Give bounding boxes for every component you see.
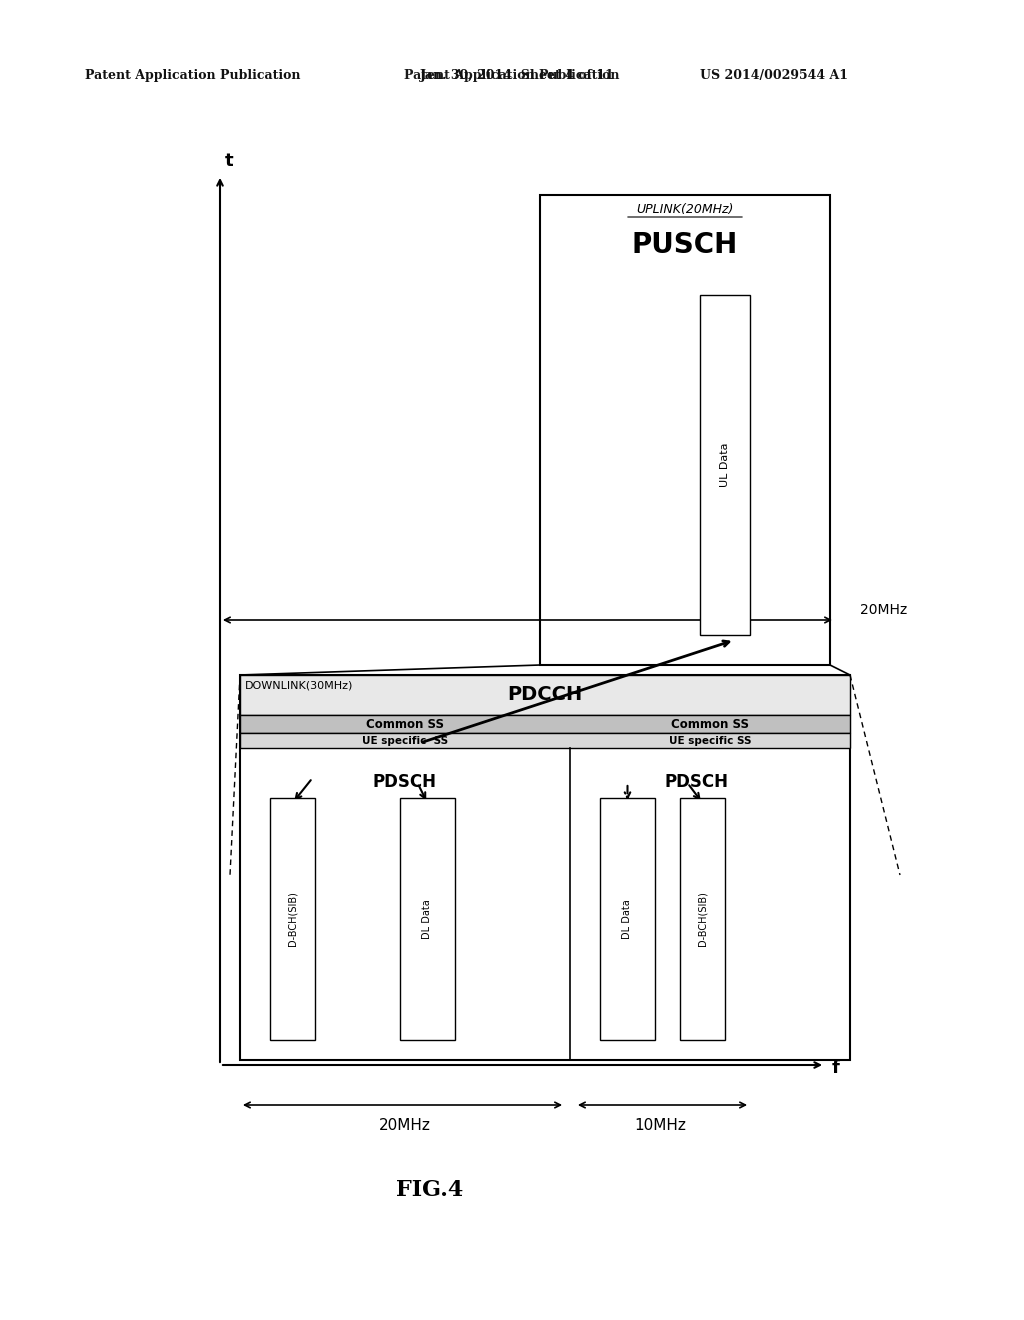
Text: 20MHz: 20MHz [379,1118,431,1133]
Text: PDSCH: PDSCH [373,774,437,791]
Bar [400,799,455,1040]
Text: Common SS: Common SS [366,718,444,730]
Text: D-BCH(SIB): D-BCH(SIB) [697,891,708,946]
Text: Common SS: Common SS [671,718,749,730]
Bar [699,294,750,635]
Text: Jan. 30, 2014  Sheet 4 of 11: Jan. 30, 2014 Sheet 4 of 11 [420,69,614,82]
Text: PDSCH: PDSCH [664,774,728,791]
Text: t: t [225,152,233,170]
Bar [540,195,830,665]
Text: DL Data: DL Data [423,899,432,939]
Bar [240,675,850,715]
Text: D-BCH(SIB): D-BCH(SIB) [288,891,298,946]
Bar [240,715,850,733]
Text: UE specific SS: UE specific SS [669,735,752,746]
Text: DL Data: DL Data [623,899,633,939]
Bar [240,733,850,748]
Text: Patent Application Publication: Patent Application Publication [85,69,300,82]
Text: US 2014/0029544 A1: US 2014/0029544 A1 [700,69,848,82]
Text: Patent Application Publication: Patent Application Publication [404,69,620,82]
Bar [270,799,315,1040]
Text: 20MHz: 20MHz [860,603,907,616]
Text: FIG.4: FIG.4 [396,1179,464,1201]
Text: 10MHz: 10MHz [634,1118,686,1133]
Text: UL Data: UL Data [720,442,729,487]
Bar [680,799,725,1040]
Text: UE specific  SS: UE specific SS [361,735,449,746]
Bar [240,675,850,1060]
Text: DOWNLINK(30MHz): DOWNLINK(30MHz) [245,680,353,690]
Bar [600,799,655,1040]
Text: UPLINK(20MHz): UPLINK(20MHz) [636,203,733,216]
Text: PUSCH: PUSCH [632,231,738,259]
Text: f: f [831,1059,840,1077]
Text: PDCCH: PDCCH [507,685,583,705]
